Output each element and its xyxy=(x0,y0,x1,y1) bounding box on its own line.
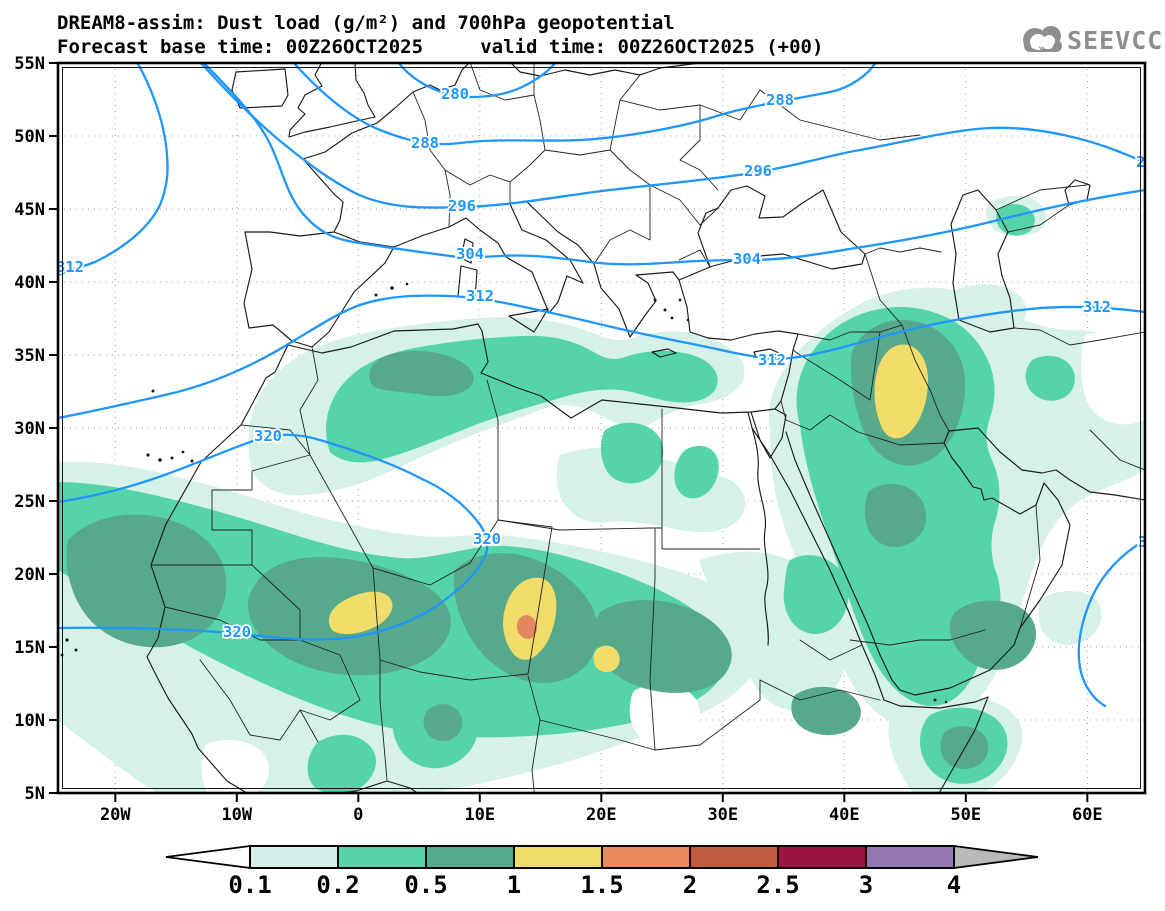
lat-tick-label: 20N xyxy=(14,565,45,585)
geopotential-contour-label: 320 xyxy=(254,427,282,445)
lon-tick-label: 20W xyxy=(100,805,131,825)
latitude-axis: 55N 50N 45N 40N 35N 30N 25N 20N 15N 10N 5N xyxy=(14,54,58,804)
legend-cell xyxy=(689,845,779,869)
legend-cell xyxy=(337,845,427,869)
islands xyxy=(60,282,948,704)
cloud-icon: » xyxy=(1023,26,1062,57)
legend-tick-label: 2.5 xyxy=(756,871,799,899)
legend-cell xyxy=(601,845,691,869)
geopotential-contour-label: 296 xyxy=(448,197,476,215)
lat-tick-label: 25N xyxy=(14,492,45,512)
lat-tick-label: 55N xyxy=(14,54,45,74)
lon-tick-label: 40E xyxy=(829,805,860,825)
lon-tick-label: 10E xyxy=(464,805,495,825)
geopotential-contour-label: 296 xyxy=(744,162,772,180)
contour-312-west xyxy=(58,63,169,277)
legend-cell xyxy=(249,845,339,869)
chart-subtitle: Forecast base time: 00Z26OCT2025 valid t… xyxy=(57,36,823,58)
contour-312 xyxy=(58,294,1145,420)
lon-tick-label: 0 xyxy=(353,805,363,825)
lon-tick-label: 20E xyxy=(586,805,617,825)
legend-tick-label: 0.2 xyxy=(316,871,359,899)
legend-over-arrow xyxy=(953,844,1039,870)
dust-shading-gaps xyxy=(201,331,1145,793)
colorbar-legend: 0.1 0.2 0.5 1 1.5 2 2.5 3 4 xyxy=(165,844,1039,899)
legend-cell xyxy=(425,845,515,869)
lon-tick-label: 50E xyxy=(950,805,981,825)
contour-280 xyxy=(397,63,557,99)
chart-title: DREAM8-assim: Dust load (g/m²) and 700hP… xyxy=(57,12,675,34)
geopotential-contour-label: 312 xyxy=(1083,298,1111,316)
longitude-axis: 20W 10W 0 10E 20E 30E 40E 50E 60E xyxy=(100,793,1103,825)
lon-tick-label: 60E xyxy=(1072,805,1103,825)
geopotential-contours xyxy=(58,63,1145,708)
contour-296 xyxy=(199,63,1145,209)
lon-tick-label: 30E xyxy=(707,805,738,825)
legend-tick-label: 2 xyxy=(683,871,697,899)
dust-shading-maxima xyxy=(328,344,928,672)
geopotential-contour-label: 304 xyxy=(456,245,484,263)
lat-tick-label: 40N xyxy=(14,273,45,293)
legend-under-arrow xyxy=(165,844,251,870)
geopotential-contour-label: 312 xyxy=(758,351,786,369)
legend-tick-label: 3 xyxy=(859,871,873,899)
geopotential-contour-label: 312 xyxy=(56,258,84,276)
lat-tick-label: 5N xyxy=(25,784,45,804)
contour-320-east xyxy=(1077,538,1145,708)
contour-320 xyxy=(58,433,489,641)
geopotential-contour-label: 288 xyxy=(766,91,794,109)
legend-tick-label: 4 xyxy=(947,871,961,899)
lat-tick-label: 45N xyxy=(14,200,45,220)
legend-tick-label: 1.5 xyxy=(580,871,623,899)
geopotential-contour-label: 320 xyxy=(473,530,501,548)
geopotential-contour-label: 288 xyxy=(411,134,439,152)
legend-tick-label: 0.1 xyxy=(228,871,271,899)
lat-tick-label: 35N xyxy=(14,346,45,366)
contour-288 xyxy=(292,63,877,146)
geopotential-contour-label: 304 xyxy=(733,250,761,268)
geopotential-contour-label: 312 xyxy=(466,287,494,305)
seevccc-logo: » SEEVCCC xyxy=(1023,26,1165,57)
map-frame-inner xyxy=(62,67,1141,789)
geopotential-contour-label: 320 xyxy=(1138,533,1165,551)
lat-tick-label: 10N xyxy=(14,711,45,731)
lat-tick-label: 50N xyxy=(14,127,45,147)
lon-tick-label: 10W xyxy=(221,805,252,825)
legend-cell xyxy=(513,845,603,869)
legend-cell xyxy=(777,845,867,869)
lat-tick-label: 15N xyxy=(14,638,45,658)
legend-tick-label: 1 xyxy=(507,871,521,899)
geopotential-contour-label: 280 xyxy=(441,85,469,103)
geopotential-contour-label: 320 xyxy=(223,623,251,641)
legend-tick-label: 0.5 xyxy=(404,871,447,899)
country-borders xyxy=(150,63,1145,793)
lat-tick-label: 30N xyxy=(14,419,45,439)
svg-text:»: » xyxy=(1038,42,1046,57)
legend-cell xyxy=(865,845,955,869)
logo-text: SEEVCCC xyxy=(1067,26,1165,55)
contour-304 xyxy=(202,63,1145,266)
